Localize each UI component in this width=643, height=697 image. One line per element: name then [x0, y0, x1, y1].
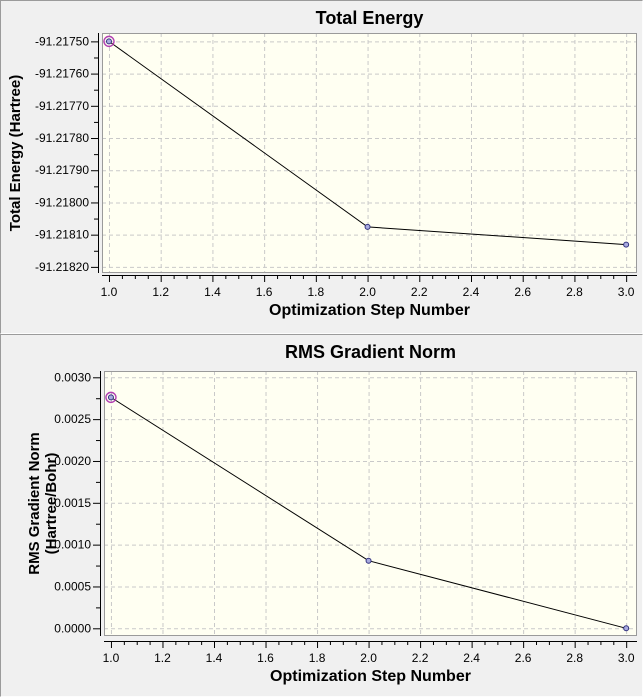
x-tick-label: 2.0 [359, 285, 376, 299]
y-axis [91, 33, 99, 273]
y-tick-label: 0.0025 [54, 412, 91, 426]
chart-title: RMS Gradient Norm [285, 342, 456, 362]
y-tick-label: -91.21790 [35, 163, 89, 177]
data-point-marker[interactable] [365, 557, 372, 564]
y-tick-label: 0.0005 [54, 579, 91, 593]
chart-title: Total Energy [316, 8, 424, 28]
x-tick-label: 1.6 [257, 651, 274, 665]
selected-point-ring [103, 35, 115, 48]
x-tick-label: 2.4 [463, 285, 480, 299]
x-axis-label: Optimization Step Number [270, 668, 471, 685]
x-tick-label: 2.8 [566, 651, 583, 665]
rms-gradient-chart: 1.0 1.2 1.4 1.6 1.8 2.0 2.2 2.4 2.6 2.8 3.00.00300… [26, 342, 637, 685]
x-tick-label: 1.6 [256, 285, 273, 299]
x-tick-label: 2.6 [515, 651, 532, 665]
x-tick-labels: 1.0 1.2 1.4 1.6 1.8 2.0 2.2 2.4 2.6 2.8 3.0 [103, 651, 635, 665]
gridlines [104, 371, 637, 636]
x-tick-label: 1.8 [308, 285, 325, 299]
data-point-marker[interactable] [364, 223, 371, 230]
x-tick-labels: 1.0 1.2 1.4 1.6 1.8 2.0 2.2 2.4 2.6 2.8 3.0 [101, 285, 635, 299]
x-tick-label: 1.0 [103, 651, 120, 665]
y-tick-label: 0.0030 [54, 370, 91, 384]
data-point-marker[interactable] [107, 394, 114, 401]
data-points [103, 35, 630, 248]
x-tick-label: 1.4 [206, 651, 223, 665]
y-tick-label: -91.21750 [35, 34, 89, 48]
x-tick-label: 3.0 [618, 651, 635, 665]
y-tick-label: 0.0015 [54, 496, 91, 510]
total-energy-chart: 1.0 1.2 1.4 1.6 1.8 2.0 2.2 2.4 2.6 2.8 3.0 -91.217… [7, 8, 637, 319]
x-tick-label: 2.6 [514, 285, 531, 299]
y-tick-label: -91.21800 [35, 195, 89, 209]
plot-frame [104, 371, 637, 636]
y-tick-label: 0.0000 [54, 621, 91, 635]
rms-gradient-chart-panel: 1.0 1.2 1.4 1.6 1.8 2.0 2.2 2.4 2.6 2.8 3.0 0.0030 0… [0, 334, 643, 697]
y-tick-label: 0.0020 [54, 454, 91, 468]
data-point-marker[interactable] [105, 38, 112, 45]
data-point-marker[interactable] [623, 625, 630, 632]
y-tick-label: 0.0010 [54, 538, 91, 552]
y-axis [93, 371, 101, 636]
data-point-marker[interactable] [623, 241, 630, 248]
y-tick-labels: -91.21750 -91.21760 -91.21770 -91.21780 -91.… [35, 34, 89, 274]
y-axis-label: RMS Gradient Norm [26, 432, 43, 575]
plot-frame [102, 33, 637, 273]
plot-area [102, 33, 637, 273]
y-axis-label: (Hartree/Bohr) [43, 453, 60, 555]
x-axis [104, 641, 637, 648]
y-axis-label: Total Energy (Hartree) [7, 75, 24, 231]
x-tick-label: 1.2 [152, 285, 169, 299]
x-tick-label: 1.0 [101, 285, 118, 299]
x-tick-label: 3.0 [618, 285, 635, 299]
y-tick-label: -91.21760 [35, 67, 89, 81]
x-tick-label: 2.2 [411, 285, 428, 299]
x-tick-label: 1.8 [309, 651, 326, 665]
x-tick-label: 2.4 [463, 651, 480, 665]
x-tick-label: 2.2 [412, 651, 429, 665]
y-tick-label: -91.21810 [35, 228, 89, 242]
y-tick-label: -91.21770 [35, 99, 89, 113]
x-tick-label: 1.4 [204, 285, 221, 299]
x-tick-label: 1.2 [154, 651, 171, 665]
y-tick-label: -91.21820 [35, 260, 89, 274]
data-points [105, 391, 630, 632]
selected-point-ring [105, 391, 117, 404]
total-energy-chart-panel: 1.0 1.2 1.4 1.6 1.8 2.0 2.2 2.4 2.6 2.8 3.0 -91.217… [0, 0, 643, 334]
y-tick-label: -91.21780 [35, 131, 89, 145]
x-axis [102, 275, 637, 282]
x-tick-label: 2.8 [566, 285, 583, 299]
x-axis-label: Optimization Step Number [269, 302, 470, 319]
x-tick-label: 2.0 [360, 651, 377, 665]
y-tick-labels: 0.0030 0.0025 0.0020 0.0015 0.0010 0.0005 0.00… [54, 370, 91, 635]
